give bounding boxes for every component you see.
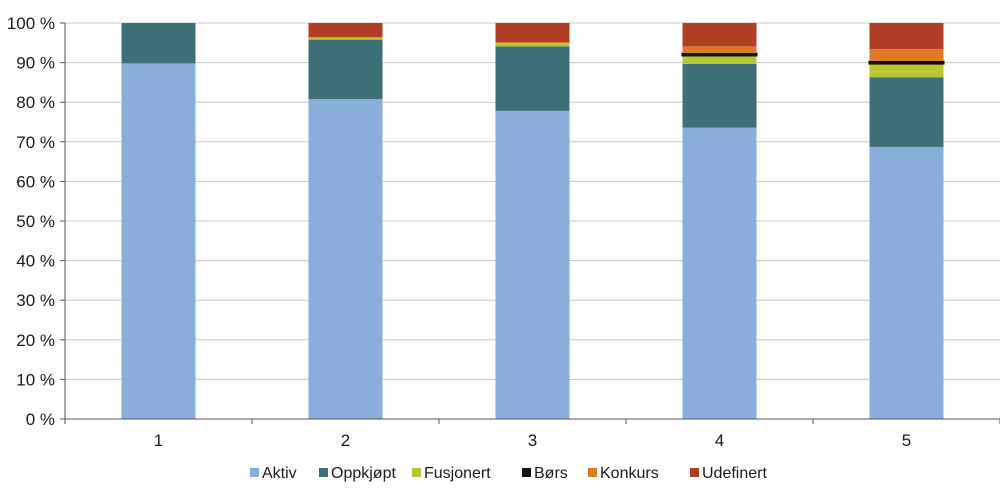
bar-segment-aktiv-5 [869,146,944,419]
x-tick-label: 5 [902,431,911,450]
bar-segment-oppkjøpt-1 [121,23,196,64]
bar-segment-konkurs-4 [682,46,757,54]
legend-label: Aktiv [262,465,297,482]
bar-segment-oppkjøpt-5 [869,77,944,147]
legend-label: Børs [534,465,568,482]
bar-segment-aktiv-1 [121,63,196,419]
y-tick-label: 100 % [7,14,55,33]
axes: 0 % 10 % 20 % 30 % 40 % 50 % 60 % 70 % 80 % 90 % 1… [7,14,1000,450]
bar-segment-konkurs-5 [869,49,944,62]
bar-segment-fusjonert-5 [869,64,944,78]
bar-segment-aktiv-4 [682,127,757,419]
bar-segment-udefinert-5 [869,23,944,50]
x-tick-label: 2 [341,431,350,450]
x-tick-label: 4 [715,431,724,450]
legend-label: Oppkjøpt [331,465,396,482]
y-tick-label: 10 % [16,370,55,389]
bar-segment-aktiv-2 [308,99,383,420]
y-tick-label: 60 % [16,172,55,191]
bar-segment-udefinert-4 [682,23,757,47]
y-tick-label: 70 % [16,133,55,152]
legend-label: Udefinert [702,465,767,482]
y-tick-label: 20 % [16,331,55,350]
bar-segment-fusjonert-3 [495,43,570,47]
y-tick-label: 80 % [16,93,55,112]
y-tick-label: 90 % [16,54,55,73]
bar-segment-børs-4 [681,52,758,57]
legend-swatch-aktiv [250,468,259,477]
legend-swatch-konkurs [588,468,597,477]
y-tick-label: 0 % [26,410,55,429]
bar-segment-oppkjøpt-3 [495,46,570,111]
bar-segment-fusjonert-2 [308,37,383,40]
y-tick-label: 30 % [16,291,55,310]
bar-segment-oppkjøpt-4 [682,63,757,128]
bar-segment-oppkjøpt-2 [308,39,383,100]
legend-label: Fusjonert [424,465,491,482]
legend-swatch-børs [522,468,531,477]
legend-swatch-oppkjøpt [319,468,328,477]
bars [121,23,945,420]
x-tick-label: 1 [154,431,163,450]
y-tick-label: 40 % [16,252,55,271]
x-tick-label: 3 [528,431,537,450]
legend: Aktiv Oppkjøpt Fusjonert Børs Konkurs Udefine… [250,465,767,482]
y-tick-label: 50 % [16,212,55,231]
bar-segment-udefinert-3 [495,23,570,43]
legend-swatch-fusjonert [412,468,421,477]
bar-segment-udefinert-2 [308,23,383,38]
bar-segment-konkurs-3 [495,42,570,44]
legend-swatch-udefinert [690,468,699,477]
bar-segment-fusjonert-4 [682,55,757,64]
legend-label: Konkurs [600,465,659,482]
bar-segment-aktiv-3 [495,110,570,420]
bar-segment-børs-5 [868,60,945,65]
